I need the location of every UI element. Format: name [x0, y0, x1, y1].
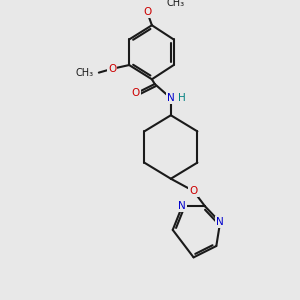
Text: CH₃: CH₃ — [166, 0, 184, 8]
Text: O: O — [108, 64, 116, 74]
Text: O: O — [190, 186, 198, 196]
Text: O: O — [143, 7, 151, 17]
Text: N: N — [216, 217, 224, 227]
Text: N: N — [178, 201, 186, 211]
Text: CH₃: CH₃ — [76, 68, 94, 78]
Text: O: O — [132, 88, 140, 98]
Text: H: H — [178, 93, 186, 103]
Text: N: N — [167, 93, 175, 103]
